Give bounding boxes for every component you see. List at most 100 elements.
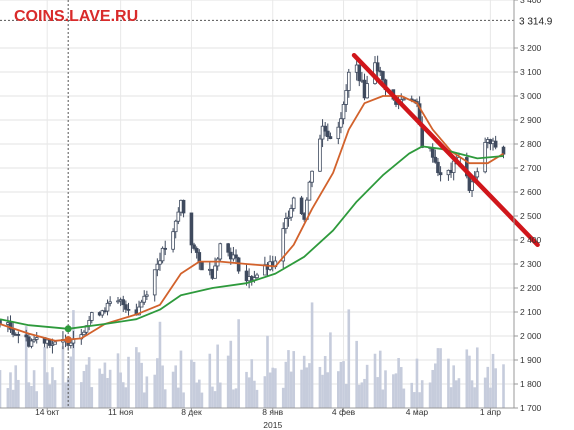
candle-up (29, 340, 34, 347)
candle-down (299, 197, 304, 214)
volume-bar (465, 349, 469, 408)
candle-down (433, 156, 438, 163)
volume-bar (124, 387, 128, 408)
volume-bar (318, 366, 322, 408)
volume-bar (145, 376, 149, 408)
trend-line (351, 52, 540, 248)
volume-bar (211, 386, 214, 408)
volume-bar (431, 369, 435, 408)
candle-down (192, 244, 196, 249)
y-tick-label: 1 800 (520, 379, 542, 389)
volume-bar (14, 365, 18, 408)
candle-up (100, 310, 105, 316)
volume-bar (281, 387, 285, 408)
x-tick-label: 8 янв (262, 407, 283, 417)
volume-bar (402, 388, 406, 408)
candle-down (464, 157, 469, 177)
volume-bar (392, 374, 395, 408)
candle-down (381, 71, 385, 81)
volume-bar (208, 353, 212, 408)
volume-bar (266, 335, 269, 408)
volume-bar (455, 380, 458, 408)
candle-up (284, 218, 288, 230)
volume-bar (179, 350, 183, 408)
volume-bar (321, 374, 324, 408)
candle-up (336, 126, 341, 140)
candle-up (139, 301, 144, 308)
volume-bar (250, 359, 254, 408)
candle-down (328, 136, 333, 140)
volume-bar (452, 365, 455, 408)
candle-up (173, 220, 178, 233)
volume-bar (308, 363, 311, 408)
candle-up (286, 216, 291, 219)
candle-up (158, 260, 162, 265)
candle-down (0, 319, 2, 325)
volume-bar (163, 389, 167, 408)
candle-up (318, 138, 322, 172)
candle-up (402, 98, 406, 101)
volume-bar (140, 362, 143, 408)
volume-bar (305, 367, 309, 408)
volume-bar (216, 344, 219, 408)
candle-up (82, 331, 86, 336)
volume-bar (232, 389, 235, 408)
candle-down (124, 304, 128, 310)
candle-down (200, 262, 204, 271)
candle-up (310, 170, 314, 183)
volume-bar (329, 332, 332, 408)
candle-up (470, 181, 474, 191)
volume-bar (190, 359, 193, 408)
volume-bar (357, 384, 361, 408)
volume-bar (413, 392, 416, 408)
volume-bar (447, 358, 450, 408)
volume-bar (177, 387, 180, 408)
volume-bar (287, 350, 290, 408)
candle-down (430, 147, 435, 158)
volume-bar (449, 387, 453, 408)
volume-bar (253, 380, 256, 408)
volume-bar (384, 370, 387, 408)
volume-bar (378, 350, 382, 408)
candle-up (218, 243, 223, 260)
candle-down (11, 328, 15, 335)
volume-bar (135, 347, 138, 408)
volume-bar (344, 383, 348, 408)
candle-up (53, 341, 57, 345)
candle-up (365, 83, 369, 99)
trend-lines (351, 52, 540, 248)
volume-bar (9, 372, 12, 408)
volume-bar (376, 377, 379, 408)
volume-bar (436, 348, 440, 408)
crosshair (0, 0, 514, 408)
volume-bar (69, 356, 73, 408)
volume-bar (48, 384, 52, 408)
volume-bar (489, 387, 492, 408)
candle-down (197, 252, 202, 264)
volume-bar (245, 371, 248, 408)
candle-down (501, 146, 506, 155)
x-tick-label: 4 фев (332, 407, 356, 417)
volume-bar (355, 340, 358, 408)
volume-bar (153, 374, 157, 408)
candle-up (475, 171, 480, 178)
candle-down (226, 243, 230, 253)
volume-bar (27, 382, 31, 408)
volume-bar (79, 382, 83, 408)
candle-up (213, 265, 217, 279)
volume-bar (137, 352, 141, 408)
volume-bar (226, 355, 230, 408)
volume-bar (339, 361, 343, 408)
volume-bar (142, 392, 146, 408)
candle-up (32, 338, 36, 342)
candle-down (244, 270, 249, 282)
last-price-box (515, 13, 573, 28)
candle-down (236, 257, 241, 272)
candle-up (344, 90, 348, 105)
candle-up (87, 320, 91, 327)
candle-up (341, 104, 346, 120)
x-tick-label: 11 ноя (108, 407, 134, 417)
candle-down (493, 140, 498, 148)
